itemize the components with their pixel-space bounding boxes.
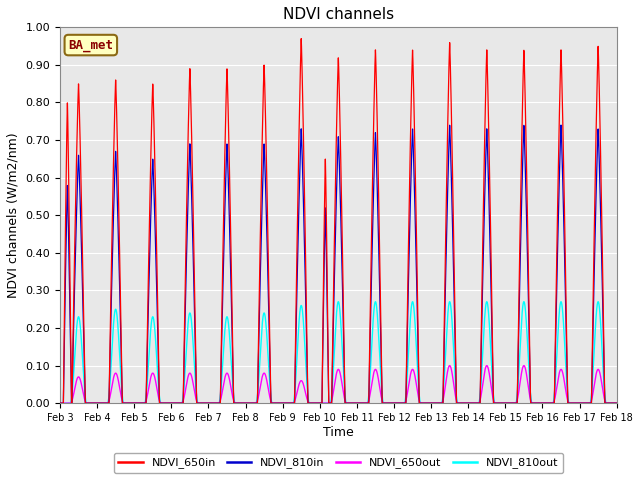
Title: NDVI channels: NDVI channels	[283, 7, 394, 22]
X-axis label: Time: Time	[323, 426, 354, 439]
Y-axis label: NDVI channels (W/m2/nm): NDVI channels (W/m2/nm)	[7, 132, 20, 298]
Text: BA_met: BA_met	[68, 38, 113, 51]
Legend: NDVI_650in, NDVI_810in, NDVI_650out, NDVI_810out: NDVI_650in, NDVI_810in, NDVI_650out, NDV…	[114, 453, 563, 473]
